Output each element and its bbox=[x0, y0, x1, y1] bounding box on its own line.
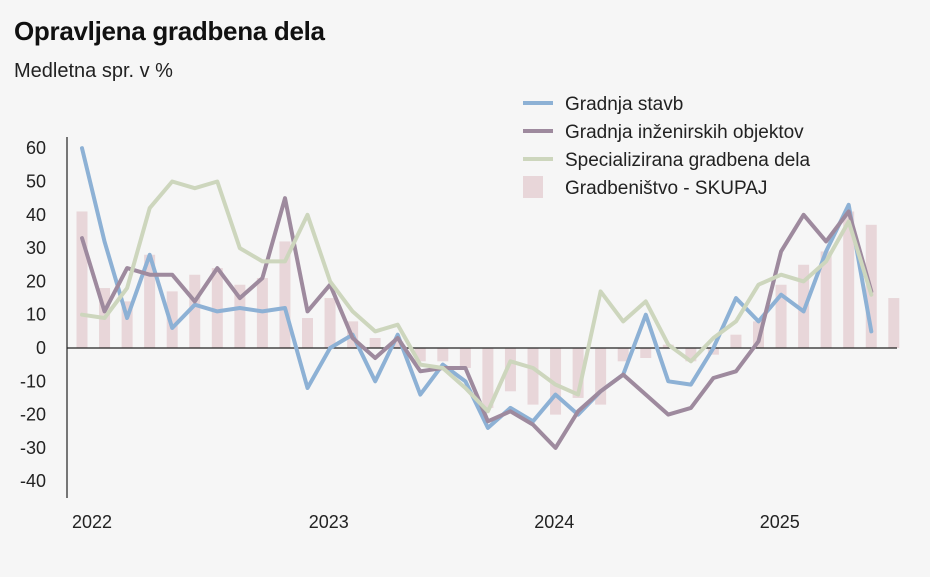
bar-skupaj-22 bbox=[572, 348, 584, 398]
y-tick-label: 0 bbox=[36, 338, 46, 358]
lines-layer bbox=[80, 146, 874, 450]
bar-skupaj-9 bbox=[279, 241, 291, 348]
bar-skupaj-11 bbox=[324, 298, 336, 348]
y-tick-label: 30 bbox=[26, 238, 46, 258]
series-line-0 bbox=[80, 146, 874, 430]
bar-skupaj-0 bbox=[76, 211, 88, 348]
legend-swatch-bars bbox=[523, 176, 543, 198]
x-tick-label-2024: 2024 bbox=[534, 512, 574, 532]
bar-skupaj-7 bbox=[234, 284, 246, 348]
bar-skupaj-13 bbox=[369, 338, 381, 348]
y-tick-label: 20 bbox=[26, 271, 46, 291]
legend: Gradnja stavb Gradnja inženirskih objekto… bbox=[523, 94, 810, 199]
x-tick-label-2025: 2025 bbox=[760, 512, 800, 532]
x-tick-label-2023: 2023 bbox=[309, 512, 349, 532]
bar-skupaj-36 bbox=[888, 298, 900, 348]
x-tick-label-2022: 2022 bbox=[72, 512, 112, 532]
y-tick-label: -40 bbox=[20, 471, 46, 491]
bar-skupaj-6 bbox=[211, 268, 223, 348]
bar-skupaj-24 bbox=[617, 348, 629, 362]
y-tick-label: -10 bbox=[20, 371, 46, 391]
bar-skupaj-15 bbox=[414, 348, 426, 362]
y-tick-label: 60 bbox=[26, 138, 46, 158]
legend-label-1: Gradnja inženirskih objektov bbox=[565, 122, 804, 143]
bar-skupaj-20 bbox=[527, 348, 539, 405]
bar-skupaj-10 bbox=[302, 318, 313, 348]
bar-skupaj-31 bbox=[775, 284, 787, 348]
bar-skupaj-23 bbox=[595, 348, 607, 405]
bar-skupaj-5 bbox=[189, 274, 201, 348]
bar-skupaj-34 bbox=[843, 211, 855, 348]
y-tick-label: 50 bbox=[26, 172, 46, 192]
bar-skupaj-14 bbox=[392, 341, 404, 348]
chart-title: Opravljena gradbena dela bbox=[14, 16, 325, 46]
legend-label-0: Gradnja stavb bbox=[565, 94, 683, 115]
bar-skupaj-17 bbox=[459, 348, 471, 368]
bar-skupaj-18 bbox=[482, 348, 494, 408]
bar-skupaj-21 bbox=[550, 348, 562, 415]
bar-skupaj-3 bbox=[144, 254, 156, 348]
bar-skupaj-29 bbox=[730, 334, 742, 348]
bars-layer bbox=[76, 211, 900, 415]
legend-label-2: Specializirana gradbena dela bbox=[565, 150, 810, 171]
bar-skupaj-2 bbox=[121, 301, 133, 348]
series-line-2 bbox=[80, 179, 874, 414]
chart-subtitle: Medletna spr. v % bbox=[14, 60, 173, 82]
series-line-1 bbox=[80, 196, 874, 450]
bar-skupaj-33 bbox=[820, 251, 832, 348]
y-tick-label: -30 bbox=[20, 438, 46, 458]
legend-label-bars: Gradbeništvo - SKUPAJ bbox=[565, 178, 767, 199]
y-tick-label: 40 bbox=[26, 205, 46, 225]
bar-skupaj-16 bbox=[437, 348, 449, 362]
y-tick-label: -20 bbox=[20, 405, 46, 425]
y-tick-label: 10 bbox=[26, 305, 46, 325]
axis-layer: 60 50 40 30 20 10 0 -10 -20 -30 -40 2022 2023 2024 202… bbox=[20, 137, 897, 532]
bar-skupaj-4 bbox=[166, 291, 178, 348]
bar-skupaj-25 bbox=[640, 348, 652, 358]
bar-skupaj-19 bbox=[504, 348, 516, 392]
bar-skupaj-27 bbox=[685, 348, 697, 362]
